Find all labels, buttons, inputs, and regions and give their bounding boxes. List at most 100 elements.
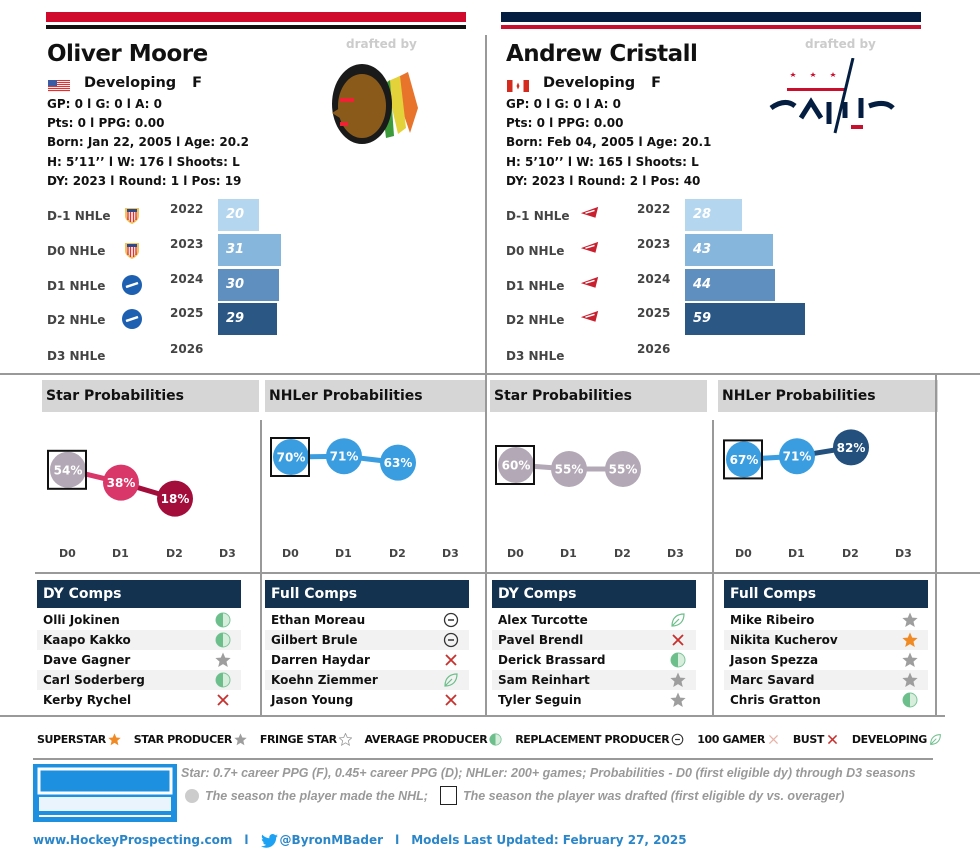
- full-comps-table: Full Comps Mike Ribeiro Nikita Kucherov Jas…: [724, 580, 928, 710]
- drafted-by-label: drafted by: [805, 37, 876, 51]
- average-producer-icon: [670, 652, 686, 668]
- nhle-bar: 29: [218, 303, 278, 335]
- stat-line: GP: 0 l G: 0 l A: 0: [47, 97, 162, 111]
- drafted-by-label: drafted by: [346, 37, 417, 51]
- footer-links: www.HockeyProspecting.com l @ByronMBader l M…: [33, 833, 687, 848]
- star-producer-icon: [215, 652, 231, 668]
- x-tick-label: D1: [112, 547, 129, 560]
- developing-icon: [443, 672, 459, 688]
- legend-label: SUPERSTAR: [37, 733, 106, 746]
- comp-player-name: Sam Reinhart: [498, 673, 590, 687]
- comp-row[interactable]: Chris Gratton: [724, 690, 928, 710]
- x-tick-label: D1: [335, 547, 352, 560]
- legend-item: 100 GAMER: [697, 733, 780, 746]
- comp-row[interactable]: Dave Gagner: [37, 650, 241, 670]
- comp-row[interactable]: Ethan Moreau: [265, 610, 469, 630]
- legend-item: BUST: [793, 733, 839, 746]
- comp-player-name: Olli Jokinen: [43, 613, 120, 627]
- star-prob-header: Star Probabilities: [490, 380, 707, 412]
- comp-player-name: Gilbert Brule: [271, 633, 358, 647]
- comp-player-name: Koehn Ziemmer: [271, 673, 378, 687]
- comp-row[interactable]: Olli Jokinen: [37, 610, 241, 630]
- comp-player-name: Kaapo Kakko: [43, 633, 131, 647]
- legend-label: REPLACEMENT PRODUCER: [515, 733, 670, 746]
- bust-icon: [670, 632, 686, 648]
- comp-row[interactable]: Alex Turcotte: [492, 610, 696, 630]
- prob-data-label: 70%: [277, 451, 306, 465]
- comp-row[interactable]: Kerby Rychel: [37, 690, 241, 710]
- comp-row[interactable]: Darren Haydar: [265, 650, 469, 670]
- average-producer-icon: [215, 672, 231, 688]
- comp-row[interactable]: Carl Soderberg: [37, 670, 241, 690]
- nhler-prob-header: NHLer Probabilities: [265, 380, 485, 412]
- comp-player-name: Ethan Moreau: [271, 613, 366, 627]
- divider: [260, 420, 262, 715]
- prob-marker: [326, 438, 362, 475]
- comp-row[interactable]: Pavel Brendl: [492, 630, 696, 650]
- prob-point: 18%: [157, 480, 193, 517]
- x-tick-label: D2: [842, 547, 859, 560]
- nhl-season-marker-icon: [185, 788, 199, 803]
- chicago-blackhawks-logo: [328, 58, 432, 146]
- comp-row[interactable]: Jason Spezza: [724, 650, 928, 670]
- comp-row[interactable]: Mike Ribeiro: [724, 610, 928, 630]
- prob-point: 70%: [270, 437, 310, 477]
- comp-row[interactable]: Kaapo Kakko: [37, 630, 241, 650]
- nhle-row-label: D1 NHLe: [47, 279, 106, 293]
- nhle-row-label: D-1 NHLe: [47, 209, 111, 223]
- nhle-bar: 43: [685, 234, 773, 266]
- nhle-row-label: D0 NHLe: [47, 244, 106, 258]
- usntdp-league-icon: [122, 240, 142, 260]
- legend: SUPERSTAR STAR PRODUCER FRINGE STAR AVERAGE…: [37, 732, 942, 747]
- prob-data-label: 82%: [837, 441, 866, 455]
- prob-point: 54%: [47, 449, 87, 490]
- star-prob-chart: 54% 38% 18%: [47, 449, 193, 517]
- comp-row[interactable]: Jason Young: [265, 690, 469, 710]
- x-tick-label: D3: [667, 547, 684, 560]
- legend-label: STAR PRODUCER: [133, 733, 233, 746]
- comp-player-name: Jason Spezza: [730, 653, 819, 667]
- comps-list: Ethan Moreau Gilbert Brule Darren Haydar Ko…: [265, 608, 469, 710]
- x-tick-label: D0: [507, 547, 524, 560]
- comp-row[interactable]: Derick Brassard: [492, 650, 696, 670]
- twitter-group: @ByronMBader: [260, 833, 384, 848]
- nhle-row-label: D3 NHLe: [506, 349, 565, 363]
- drafted-season-box: [47, 449, 87, 490]
- nhler-prob-chart: 70% 71% 63%: [270, 437, 416, 481]
- nhle-bar: 59: [685, 303, 806, 335]
- prob-point: 63%: [380, 444, 416, 481]
- footer-separator: l: [244, 833, 249, 847]
- twitter-icon: [260, 833, 278, 848]
- divider: [0, 373, 980, 375]
- average-producer-icon: [902, 692, 918, 708]
- website-link[interactable]: www.HockeyProspecting.com: [33, 833, 233, 847]
- whl-league-icon: [580, 309, 600, 329]
- star-producer-icon: [670, 692, 686, 708]
- bust-icon: [826, 733, 839, 746]
- comp-row[interactable]: Gilbert Brule: [265, 630, 469, 650]
- comp-row[interactable]: Tyler Seguin: [492, 690, 696, 710]
- twitter-handle-link[interactable]: @ByronMBader: [279, 833, 384, 847]
- footer-definitions: Star: 0.7+ career PPG (F), 0.45+ career …: [181, 766, 916, 780]
- fringe-star-icon: [337, 732, 353, 747]
- nhle-row-label: D0 NHLe: [506, 244, 565, 258]
- legend-label: BUST: [792, 733, 825, 746]
- superstar-icon: [902, 632, 918, 648]
- legend-label: FRINGE STAR: [259, 733, 337, 746]
- drafted-season-box: [270, 437, 310, 477]
- nhle-bar: 30: [218, 269, 280, 301]
- comp-row[interactable]: Koehn Ziemmer: [265, 670, 469, 690]
- prob-marker: [380, 444, 416, 481]
- x-tick-label: D0: [59, 547, 76, 560]
- comp-player-name: Kerby Rychel: [43, 693, 132, 707]
- accent-bar-0: [46, 12, 466, 22]
- nhle-row-label: D-1 NHLe: [506, 209, 570, 223]
- prob-marker: [605, 451, 641, 487]
- comp-row[interactable]: Nikita Kucherov: [724, 630, 928, 650]
- comp-row[interactable]: Sam Reinhart: [492, 670, 696, 690]
- footer-notes: Star: 0.7+ career PPG (F), 0.45+ career …: [181, 766, 941, 805]
- canada-flag-icon: [507, 77, 529, 92]
- comp-player-name: Derick Brassard: [498, 653, 606, 667]
- comps-list: Mike Ribeiro Nikita Kucherov Jason Spezza M…: [724, 608, 928, 710]
- comp-row[interactable]: Marc Savard: [724, 670, 928, 690]
